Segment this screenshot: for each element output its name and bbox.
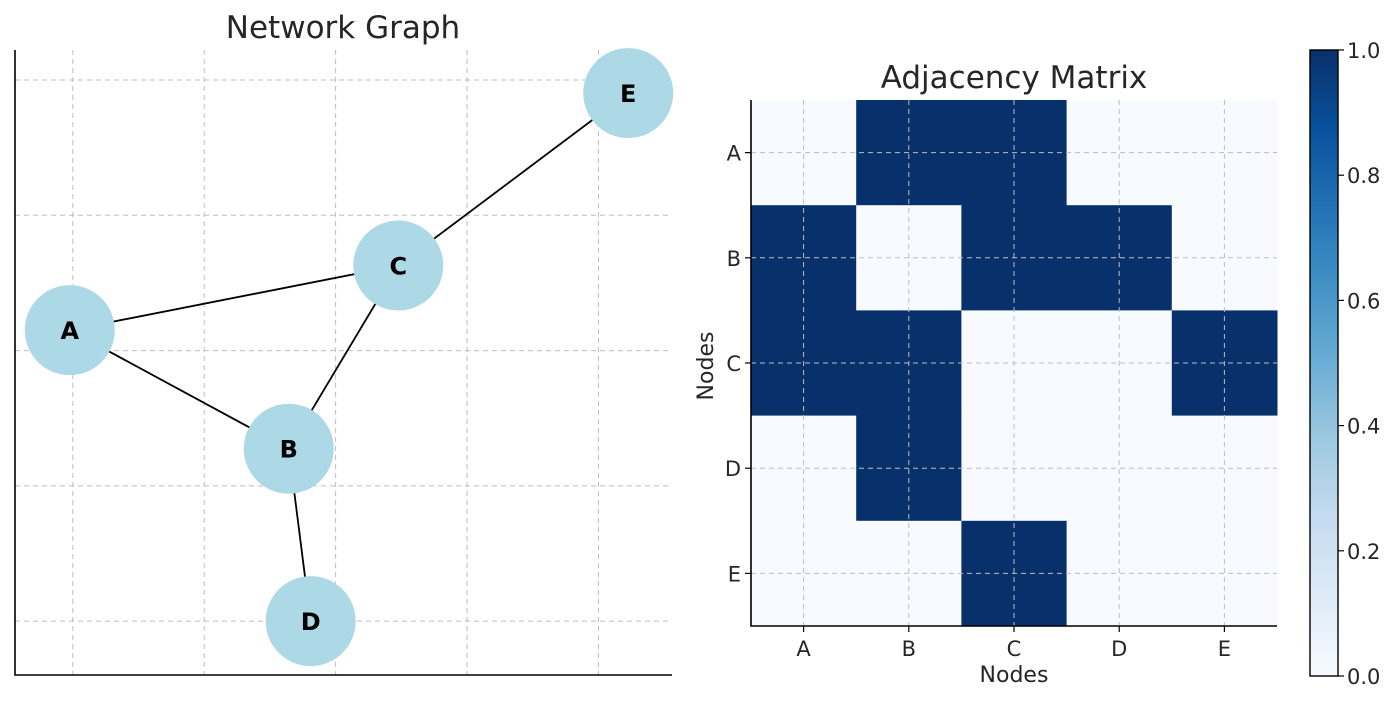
node-label-c: C <box>389 253 407 281</box>
heatmap-x-tick-label: E <box>1218 637 1231 661</box>
edge-c-e <box>397 92 629 267</box>
colorbar-border <box>1309 49 1339 677</box>
network-nodes: A B C D E <box>24 48 674 667</box>
heatmap-y-tick-label: C <box>726 352 741 376</box>
heatmap-gridlines <box>751 100 1277 626</box>
colorbar: 0.0 0.2 0.4 0.6 0.8 1.0 <box>1309 39 1380 689</box>
heatmap-axis-lines <box>750 100 1277 627</box>
adjacency-matrix-title: Adjacency Matrix <box>881 60 1148 96</box>
node-a <box>24 285 115 376</box>
network-graph-panel: Network Graph A B C D E <box>14 10 674 676</box>
edge-a-c <box>69 264 399 332</box>
heatmap-x-tick-label: C <box>1007 637 1022 661</box>
colorbar-ticks: 0.0 0.2 0.4 0.6 0.8 1.0 <box>1338 39 1380 689</box>
colorbar-tick-label: 1.0 <box>1347 39 1380 63</box>
network-edges <box>69 92 629 622</box>
node-label-e: E <box>620 80 636 108</box>
node-b <box>243 403 334 494</box>
heatmap-y-tick-label: A <box>727 142 742 166</box>
node-label-a: A <box>60 317 79 345</box>
node-d <box>265 576 356 667</box>
heatmap-y-tick-label: D <box>725 457 741 481</box>
network-axes <box>14 50 672 676</box>
heatmap-cell-a-a <box>751 100 857 206</box>
node-e <box>583 48 674 139</box>
heatmap-x-tick-label: B <box>902 637 916 661</box>
colorbar-tick-label: 0.8 <box>1347 164 1380 188</box>
node-label-b: B <box>280 436 298 464</box>
node-c <box>353 220 444 311</box>
network-graph-title: Network Graph <box>226 10 460 46</box>
colorbar-tick-label: 0.2 <box>1347 540 1380 564</box>
adjacency-matrix-panel: Adjacency Matrix A B C D E A B C D E Nodes Nodes <box>694 60 1278 688</box>
heatmap-y-tick-label: E <box>728 562 741 586</box>
heatmap-x-tick-label: D <box>1111 637 1127 661</box>
node-label-d: D <box>301 608 321 636</box>
heatmap-y-ticks: A B C D E <box>725 142 751 586</box>
colorbar-tick-label: 0.6 <box>1347 289 1380 313</box>
heatmap-axes <box>750 100 1277 627</box>
colorbar-tick-label: 0.0 <box>1347 665 1380 689</box>
heatmap-x-ticks: A B C D E <box>796 626 1231 661</box>
heatmap-y-axis-label: Nodes <box>694 332 719 401</box>
heatmap-x-tick-label: A <box>796 637 811 661</box>
network-gridlines <box>15 50 672 675</box>
colorbar-tick-label: 0.4 <box>1347 415 1380 439</box>
heatmap-y-tick-label: B <box>727 247 741 271</box>
colorbar-gradient <box>1310 50 1338 676</box>
heatmap-x-axis-label: Nodes <box>980 663 1049 688</box>
